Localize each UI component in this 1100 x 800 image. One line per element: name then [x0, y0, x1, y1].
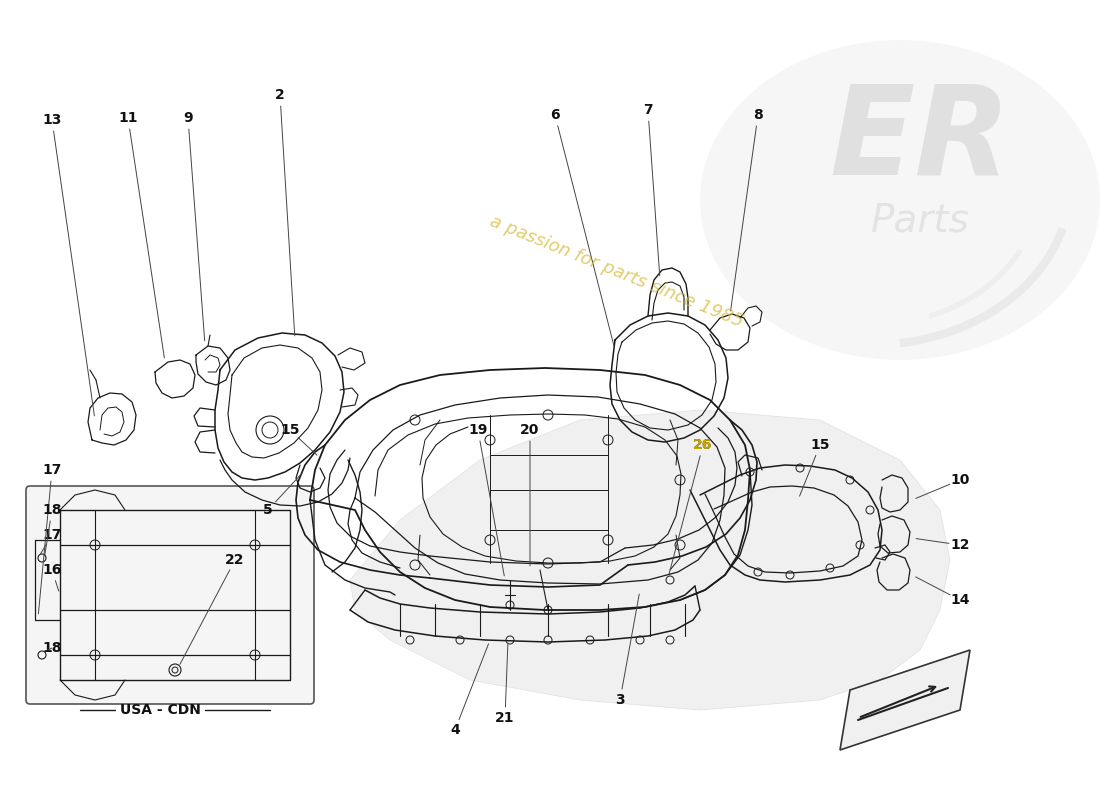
Text: 18: 18: [42, 641, 62, 655]
Text: 15: 15: [811, 438, 829, 452]
Text: 5: 5: [263, 503, 273, 517]
Text: 2: 2: [275, 88, 285, 102]
Text: 20: 20: [520, 423, 540, 437]
FancyBboxPatch shape: [26, 486, 313, 704]
Text: 9: 9: [184, 111, 192, 125]
Text: 17: 17: [42, 463, 62, 477]
Text: 10: 10: [950, 473, 970, 487]
Text: 4: 4: [450, 723, 460, 737]
Text: a passion for parts since 1985: a passion for parts since 1985: [486, 213, 746, 331]
Text: 16: 16: [42, 563, 62, 577]
Text: Parts: Parts: [870, 201, 969, 239]
Text: 21: 21: [495, 711, 515, 725]
Text: 18: 18: [42, 503, 62, 517]
Text: USA - CDN: USA - CDN: [120, 703, 200, 717]
Text: 19: 19: [469, 423, 487, 437]
Text: 26: 26: [693, 438, 713, 452]
Text: 22: 22: [226, 553, 244, 567]
Text: 12: 12: [950, 538, 970, 552]
Text: 26: 26: [693, 438, 713, 452]
Text: 6: 6: [550, 108, 560, 122]
Polygon shape: [350, 410, 950, 710]
Text: 8: 8: [754, 108, 763, 122]
Text: 14: 14: [950, 593, 970, 607]
Polygon shape: [840, 650, 970, 750]
Text: 11: 11: [119, 111, 138, 125]
Text: 15: 15: [280, 423, 299, 437]
Ellipse shape: [700, 40, 1100, 360]
Text: 7: 7: [644, 103, 652, 117]
Text: ER: ER: [829, 79, 1011, 201]
Text: 13: 13: [42, 113, 62, 127]
Text: 17: 17: [42, 528, 62, 542]
Text: 3: 3: [615, 693, 625, 707]
